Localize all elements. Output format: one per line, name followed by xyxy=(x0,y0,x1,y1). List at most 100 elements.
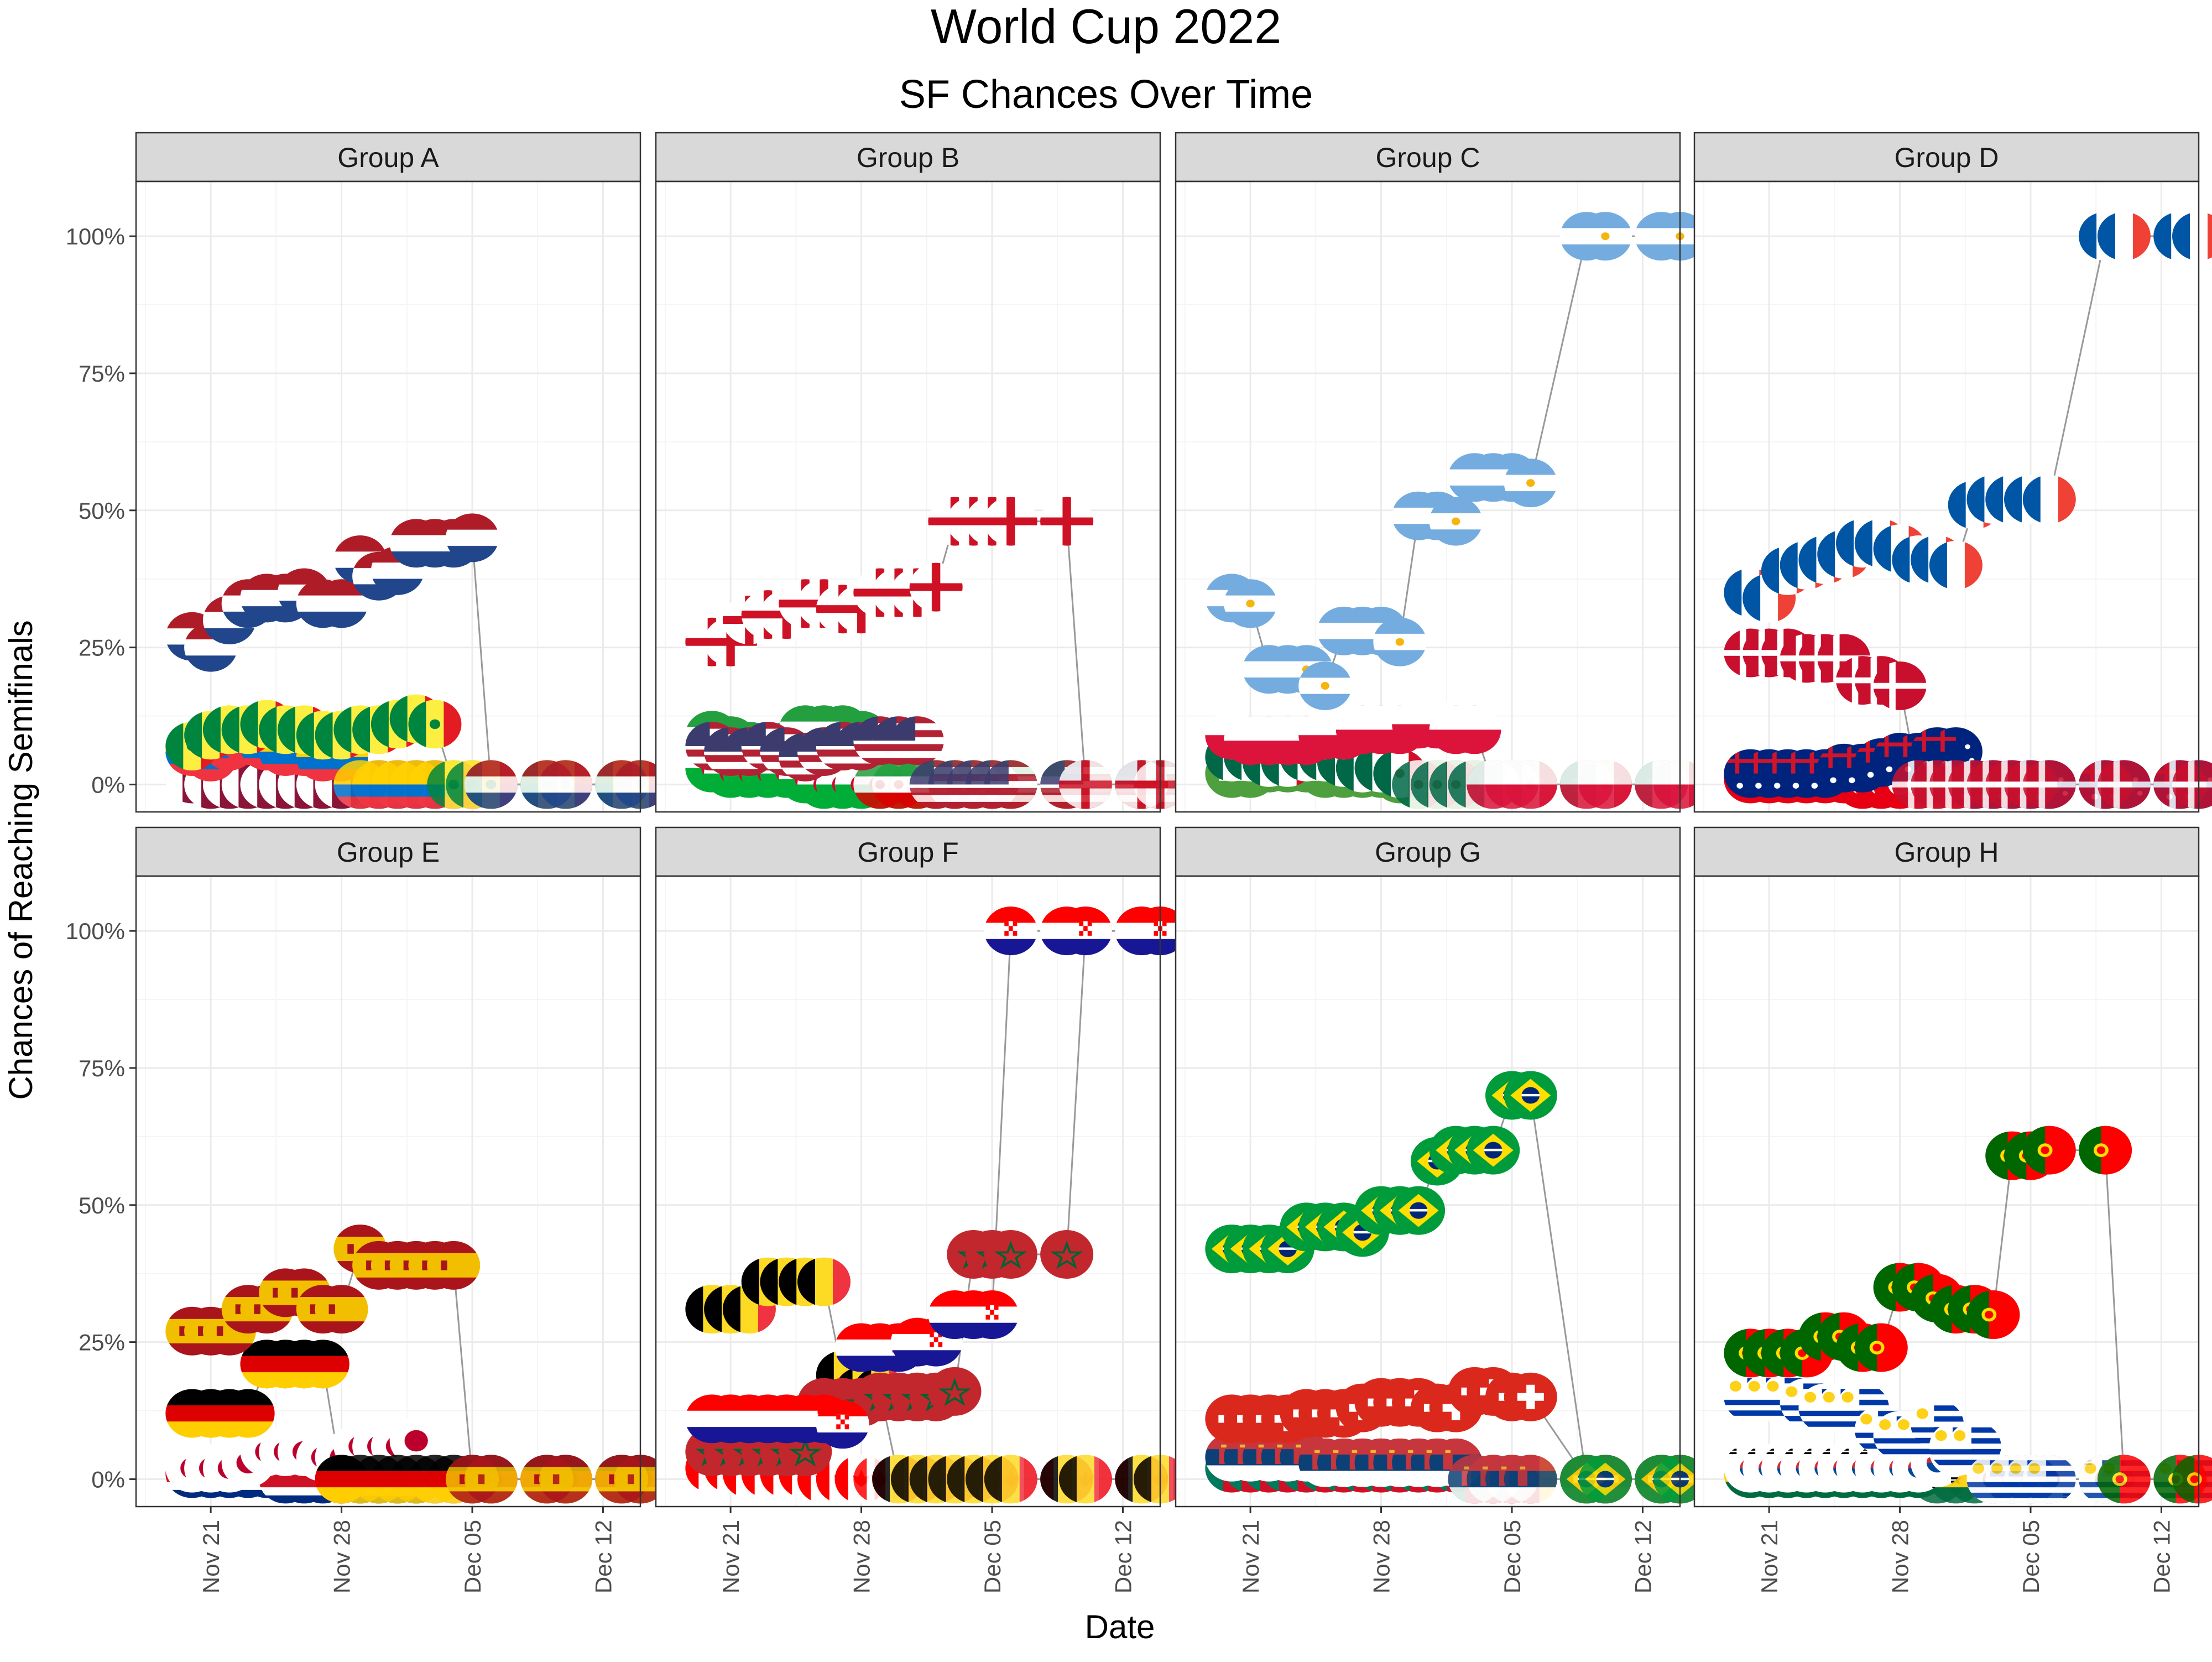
x-tick-label: Dec 05 xyxy=(460,1520,486,1593)
panel-border xyxy=(1693,875,2200,1508)
flag-point xyxy=(2079,1126,2132,1175)
flag-point xyxy=(1578,760,1632,809)
facet-label: Group F xyxy=(857,837,958,868)
x-tick-label: Nov 21 xyxy=(1756,1520,1782,1593)
flag-point xyxy=(1040,1230,1094,1279)
flag-point xyxy=(1058,1455,1112,1504)
facet-label: Group A xyxy=(337,142,439,173)
facet-label: Group E xyxy=(337,837,440,868)
facet-panel: Group D xyxy=(1693,132,2212,813)
x-tick-label: Dec 12 xyxy=(1110,1520,1136,1593)
flag-point xyxy=(446,513,499,562)
y-tick-label: 50% xyxy=(79,498,125,524)
x-tick-label: Nov 28 xyxy=(1369,1520,1395,1593)
flag-point xyxy=(1058,760,1112,809)
facet-panel: Group H Nov 21 Nov 28 Dec 05 Dec 12 xyxy=(1693,826,2212,1593)
chart-subtitle: SF Chances Over Time xyxy=(899,72,1313,117)
flag-point xyxy=(2022,1126,2076,1175)
flag-point xyxy=(2097,1455,2151,1504)
flag-point xyxy=(464,760,518,809)
flag-point xyxy=(1224,579,1277,628)
facet-label: Group H xyxy=(1895,837,1999,868)
flag-point xyxy=(2022,475,2076,524)
flag-point xyxy=(984,1455,1037,1504)
flag-point xyxy=(1448,705,1501,754)
facet-label: Group B xyxy=(857,142,959,173)
facet-panel: Group A 0% 25% 50% 75% 100% xyxy=(66,132,667,813)
flag-point xyxy=(539,760,592,809)
y-tick-label: 50% xyxy=(79,1192,125,1218)
x-tick-label: Dec 05 xyxy=(979,1520,1005,1593)
flag-point xyxy=(1929,540,1983,590)
facet-panels: Group A 0% 25% 50% 75% 100% Group B Group C Grou… xyxy=(66,132,2212,1593)
flag-point xyxy=(1578,1455,1632,1504)
flag-point xyxy=(1429,497,1483,546)
flag-point xyxy=(1504,1455,1557,1504)
flag-point xyxy=(2172,760,2212,809)
x-tick-label: Dec 05 xyxy=(2018,1520,2044,1593)
facet-label: Group G xyxy=(1375,837,1481,868)
flag-point xyxy=(1504,459,1557,508)
flag-point xyxy=(315,1285,368,1334)
panel-border xyxy=(135,180,641,813)
flag-point xyxy=(1504,760,1557,809)
flag-point xyxy=(2172,212,2212,261)
y-axis-label: Chances of Reaching Semifinals xyxy=(2,620,39,1100)
flag-point xyxy=(389,1416,443,1466)
panel-border xyxy=(135,875,641,1508)
facet-strip xyxy=(1175,826,1681,877)
panel-border xyxy=(655,875,1161,1508)
panel-border xyxy=(1175,180,1681,813)
flag-point xyxy=(816,1400,869,1449)
flag-point xyxy=(928,1367,982,1416)
y-tick-label: 75% xyxy=(79,361,125,387)
x-tick-label: Nov 21 xyxy=(1238,1520,1264,1593)
panel-border xyxy=(1175,875,1681,1508)
flag-point xyxy=(1040,497,1094,546)
facet-strip xyxy=(1693,826,2200,877)
flag-point xyxy=(1058,906,1112,956)
flag-point xyxy=(984,1230,1037,1279)
flag-point xyxy=(1298,661,1352,710)
facet-panel: Group F Nov 21 Nov 28 Dec 05 Dec 12 xyxy=(655,826,1187,1593)
y-tick-label: 0% xyxy=(91,1466,125,1492)
y-tick-label: 100% xyxy=(66,918,125,944)
facet-strip xyxy=(655,826,1161,877)
panel-border xyxy=(655,180,1161,813)
facet-panel: Group B xyxy=(655,132,1187,813)
x-tick-label: Nov 21 xyxy=(718,1520,744,1593)
flag-point xyxy=(1854,1323,1908,1372)
flag-point xyxy=(890,716,944,765)
flag-point xyxy=(2172,1455,2212,1504)
facet-label: Group C xyxy=(1376,142,1480,173)
x-tick-label: Dec 12 xyxy=(1630,1520,1656,1593)
facet-strip xyxy=(135,826,641,877)
flag-point xyxy=(408,700,462,749)
flag-point xyxy=(427,1241,481,1290)
x-tick-label: Dec 12 xyxy=(2148,1520,2174,1593)
y-tick-label: 100% xyxy=(66,223,125,249)
flag-point xyxy=(984,497,1037,546)
flag-point xyxy=(966,1290,1019,1340)
flag-point xyxy=(984,906,1037,956)
flag-point xyxy=(1578,212,1632,261)
flag-point xyxy=(797,1257,851,1306)
x-tick-label: Nov 21 xyxy=(198,1520,224,1593)
facet-strip xyxy=(1693,132,2200,183)
facet-strip xyxy=(655,132,1161,183)
flag-point xyxy=(1504,1372,1557,1421)
flag-point xyxy=(1504,1071,1557,1120)
y-tick-label: 25% xyxy=(79,1330,125,1356)
flag-point xyxy=(1873,661,1927,710)
flag-point xyxy=(2022,760,2076,809)
y-tick-label: 25% xyxy=(79,635,125,661)
flag-point xyxy=(539,1455,592,1504)
chart-title: World Cup 2022 xyxy=(931,0,1281,54)
flag-point xyxy=(909,562,963,612)
x-tick-label: Dec 12 xyxy=(590,1520,616,1593)
facet-label: Group D xyxy=(1895,142,1999,173)
flag-point xyxy=(2022,1455,2076,1504)
panel-background xyxy=(1694,181,2199,812)
